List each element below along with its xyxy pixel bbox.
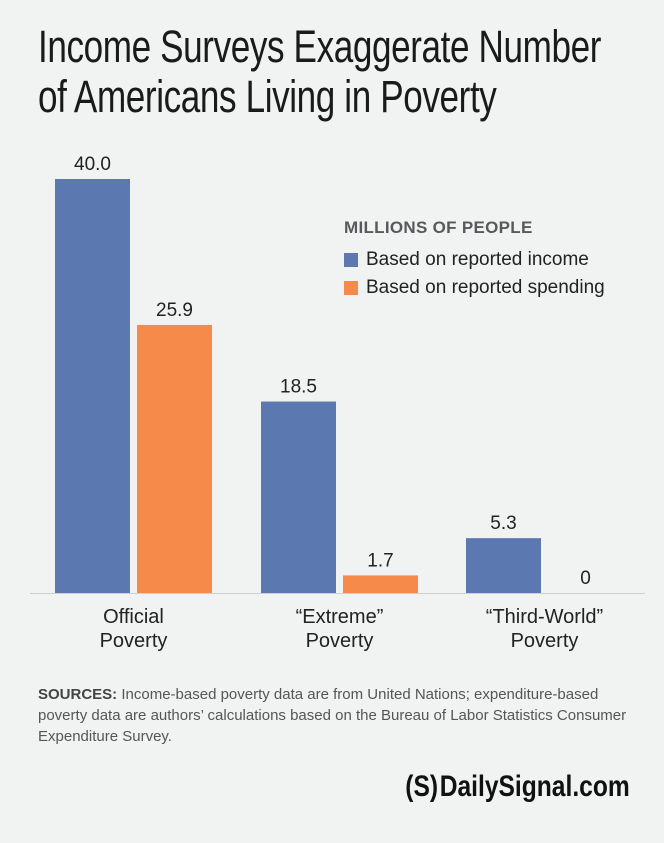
legend-label-spending: Based on reported spending — [366, 277, 605, 298]
category-label-2-line-0: “Third-World” — [486, 606, 603, 628]
category-label-2-line-1: Poverty — [511, 630, 579, 652]
legend: MILLIONS OF PEOPLE Based on reported inc… — [344, 218, 605, 302]
data-label-spending-0: 25.9 — [156, 300, 193, 321]
bar-income-2 — [466, 538, 541, 593]
category-label-0-line-1: Poverty — [100, 630, 168, 652]
data-label-income-1: 18.5 — [280, 377, 317, 398]
chart-title: Income Surveys Exaggerate Number of Amer… — [38, 22, 646, 122]
legend-swatch-spending — [344, 281, 358, 295]
sources-note: SOURCES: Income-based poverty data are f… — [38, 684, 638, 747]
data-label-spending-2: 0 — [580, 568, 591, 589]
bar-chart: 40.018.55.325.91.70OfficialPoverty“Extre… — [30, 154, 645, 652]
sources-text: Income-based poverty data are from Unite… — [38, 686, 627, 745]
legend-title: MILLIONS OF PEOPLE — [344, 218, 533, 237]
data-label-income-2: 5.3 — [490, 513, 516, 534]
category-label-0-line-0: Official — [103, 606, 164, 628]
legend-swatch-income — [344, 253, 358, 267]
data-label-spending-1: 1.7 — [367, 550, 393, 571]
data-label-income-0: 40.0 — [74, 154, 111, 175]
sources-label: SOURCES: — [38, 686, 118, 703]
brand-logo: (S)DailySignal.com — [406, 770, 630, 804]
daily-signal-logo-mark: (S) — [405, 770, 439, 803]
category-label-1-line-0: “Extreme” — [296, 606, 384, 628]
brand-name: DailySignal.com — [439, 770, 630, 803]
bar-income-0 — [55, 179, 130, 593]
chart-title-line-2: of Americans Living in Poverty — [38, 71, 497, 122]
bar-income-1 — [261, 401, 336, 593]
category-label-1-line-1: Poverty — [306, 630, 374, 652]
legend-item-income: Based on reported income — [344, 246, 605, 274]
chart-title-line-1: Income Surveys Exaggerate Number — [38, 21, 602, 72]
legend-item-spending: Based on reported spending — [344, 274, 605, 302]
legend-label-income: Based on reported income — [366, 249, 589, 270]
bar-spending-1 — [343, 575, 418, 593]
bar-spending-0 — [137, 324, 212, 593]
